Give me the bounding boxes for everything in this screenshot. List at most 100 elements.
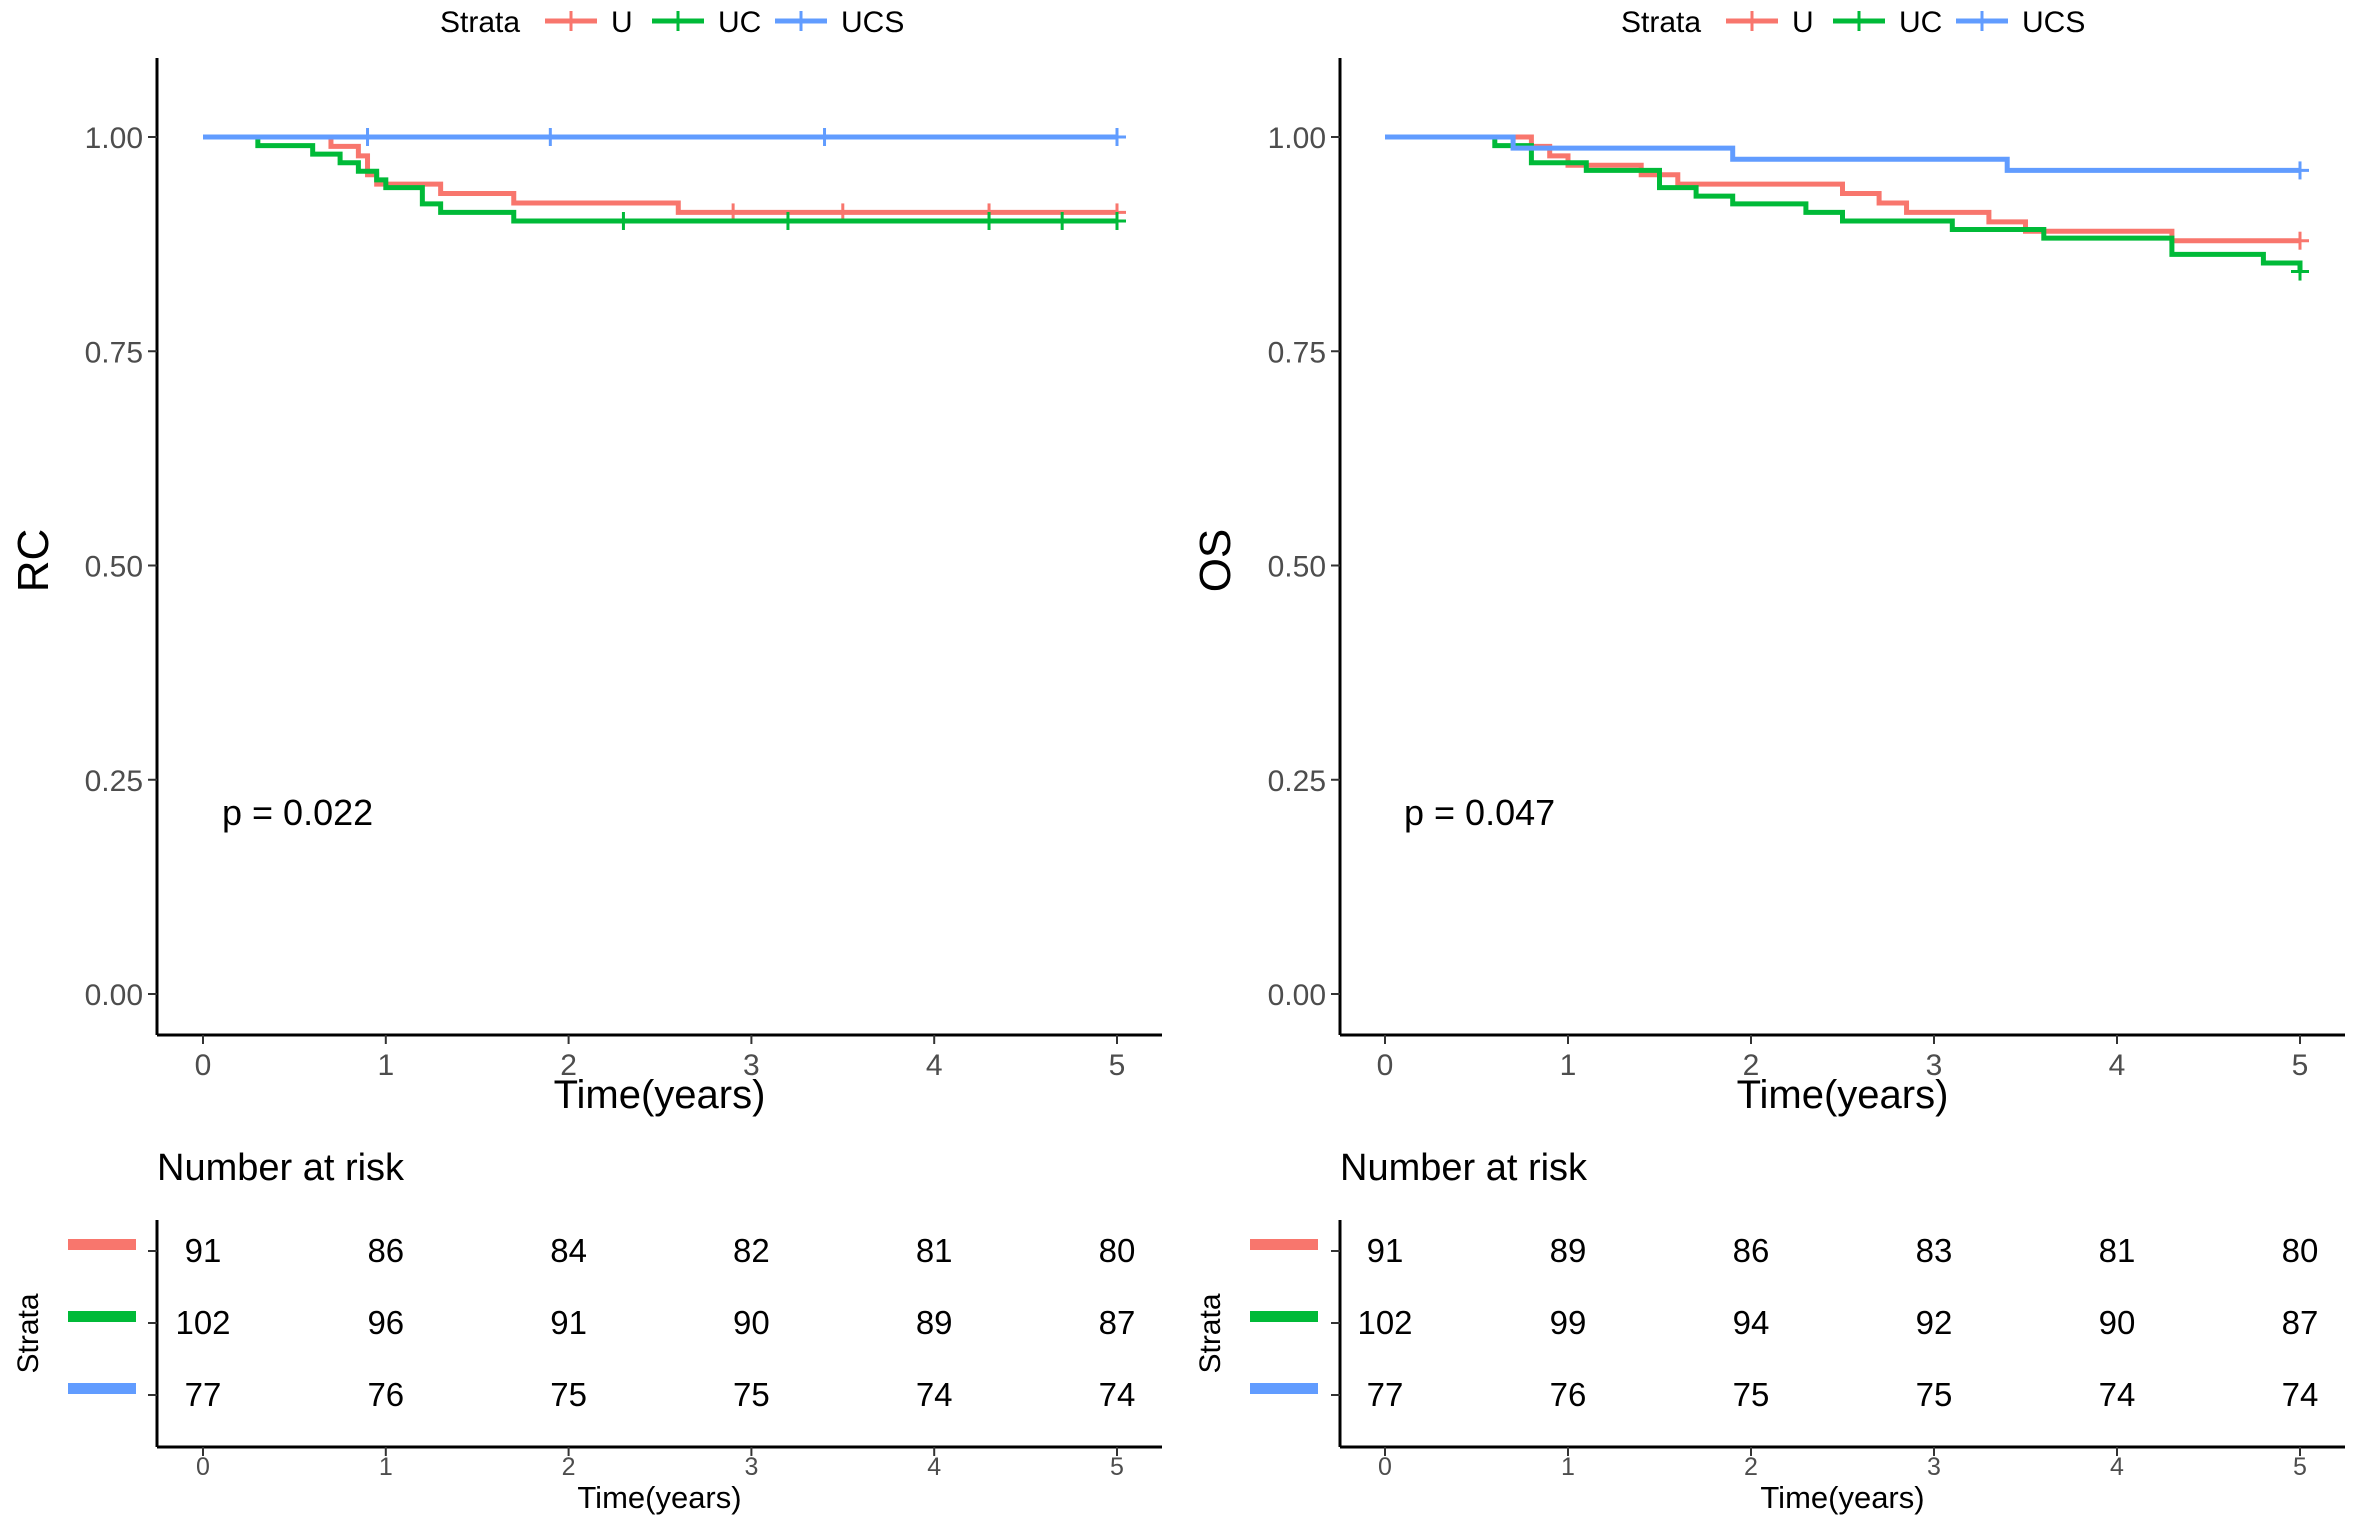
y-tick-label: 1.00 [1268, 122, 1326, 155]
km-curve-uc [1385, 134, 2303, 272]
risk-x-axis-title: Time(years) [1760, 1480, 1924, 1515]
risk-strata-swatch-uc [1250, 1311, 1318, 1322]
km-curve-ucs [1385, 134, 2300, 173]
risk-count: 99 [1550, 1304, 1587, 1341]
risk-count: 81 [2099, 1232, 2136, 1269]
x-axis-title: Time(years) [1737, 1073, 1949, 1117]
legend-label-u: U [611, 6, 633, 39]
risk-count: 91 [185, 1232, 222, 1269]
x-tick-label: 0 [1377, 1049, 1394, 1082]
legend-label-uc: UC [1899, 6, 1942, 39]
risk-table-title: Number at risk [157, 1147, 405, 1189]
risk-x-tick-label: 4 [927, 1453, 941, 1481]
y-tick-label: 0.25 [85, 765, 143, 798]
risk-count: 80 [2282, 1232, 2319, 1269]
risk-count: 74 [2099, 1376, 2136, 1413]
risk-count: 102 [1357, 1304, 1412, 1341]
risk-strata-swatch-u [1250, 1239, 1318, 1250]
x-axis-title: Time(years) [554, 1073, 766, 1117]
risk-table-title: Number at risk [1340, 1147, 1588, 1189]
legend-label-u: U [1792, 6, 1814, 39]
x-tick-label: 3 [743, 1049, 760, 1082]
risk-count: 96 [367, 1304, 404, 1341]
risk-count: 86 [1733, 1232, 1770, 1269]
y-tick-label: 0.50 [85, 551, 143, 584]
risk-x-tick-label: 2 [562, 1453, 576, 1481]
risk-count: 84 [550, 1232, 587, 1269]
y-tick-label: 0.00 [1268, 979, 1326, 1012]
x-tick-label: 5 [2292, 1049, 2309, 1082]
y-tick-label: 0.75 [85, 336, 143, 369]
risk-count: 76 [1550, 1376, 1587, 1413]
risk-strata-swatch-uc [68, 1311, 136, 1322]
km-curve-u [1385, 134, 2300, 244]
x-tick-label: 2 [560, 1049, 577, 1082]
km-panel-os: Strata U UC UCS 0.00 0.25 0.50 0.75 1.00 0 1 2 3 4 5 Ti… [1191, 6, 2345, 1515]
risk-count: 80 [1099, 1232, 1136, 1269]
risk-x-tick-label: 2 [1744, 1453, 1758, 1481]
risk-count: 82 [733, 1232, 770, 1269]
risk-x-tick-label: 0 [196, 1453, 210, 1481]
legend: Strata U UC UCS [440, 6, 904, 39]
y-tick-label: 0.25 [1268, 765, 1326, 798]
risk-count: 89 [916, 1304, 953, 1341]
risk-count: 86 [367, 1232, 404, 1269]
risk-count: 94 [1733, 1304, 1770, 1341]
x-tick-label: 0 [195, 1049, 212, 1082]
km-panel-rc: Strata U UC UCS 0.00 0.25 0.50 0.75 1.00 0 1 2 3 4 5 Ti… [9, 6, 1162, 1515]
risk-count: 91 [1367, 1232, 1404, 1269]
legend-title: Strata [1621, 6, 1701, 39]
p-value: p = 0.047 [1404, 792, 1555, 833]
risk-count: 77 [1367, 1376, 1404, 1413]
y-axis-title: OS [1191, 529, 1240, 593]
y-tick-label: 0.75 [1268, 336, 1326, 369]
legend-label-uc: UC [718, 6, 761, 39]
x-tick-label: 3 [1926, 1049, 1943, 1082]
km-curve-uc [203, 134, 1117, 224]
risk-x-tick-label: 3 [1927, 1453, 1941, 1481]
km-curve-u [203, 134, 1117, 215]
x-tick-label: 1 [377, 1049, 394, 1082]
risk-count: 76 [367, 1376, 404, 1413]
risk-strata-swatch-ucs [68, 1383, 136, 1394]
risk-x-tick-label: 1 [379, 1453, 393, 1481]
risk-count: 74 [916, 1376, 953, 1413]
risk-count: 91 [550, 1304, 587, 1341]
risk-y-axis-title: Strata [12, 1293, 45, 1373]
p-value: p = 0.022 [222, 792, 373, 833]
risk-count: 92 [1916, 1304, 1953, 1341]
y-axis-title: RC [9, 529, 58, 593]
y-tick-label: 1.00 [85, 122, 143, 155]
risk-count: 81 [916, 1232, 953, 1269]
risk-count: 83 [1916, 1232, 1953, 1269]
risk-count: 75 [1916, 1376, 1953, 1413]
risk-x-tick-label: 5 [1110, 1453, 1124, 1481]
risk-y-axis-title: Strata [1194, 1293, 1227, 1373]
risk-count: 77 [185, 1376, 222, 1413]
risk-x-tick-label: 1 [1561, 1453, 1575, 1481]
risk-count: 90 [2099, 1304, 2136, 1341]
risk-count: 74 [1099, 1376, 1136, 1413]
y-tick-label: 0.00 [85, 979, 143, 1012]
legend-label-ucs: UCS [841, 6, 904, 39]
risk-x-tick-label: 3 [744, 1453, 758, 1481]
risk-strata-swatch-u [68, 1239, 136, 1250]
risk-count: 89 [1550, 1232, 1587, 1269]
risk-count: 102 [175, 1304, 230, 1341]
risk-count: 74 [2282, 1376, 2319, 1413]
risk-count: 75 [1733, 1376, 1770, 1413]
x-tick-label: 4 [926, 1049, 943, 1082]
risk-x-tick-label: 0 [1378, 1453, 1392, 1481]
risk-x-tick-label: 4 [2110, 1453, 2124, 1481]
risk-count: 87 [2282, 1304, 2319, 1341]
risk-count: 87 [1099, 1304, 1136, 1341]
x-tick-label: 1 [1560, 1049, 1577, 1082]
risk-strata-swatch-ucs [1250, 1383, 1318, 1394]
x-tick-label: 4 [2109, 1049, 2126, 1082]
risk-x-axis-title: Time(years) [577, 1480, 741, 1515]
risk-count: 75 [733, 1376, 770, 1413]
legend: Strata U UC UCS [1621, 6, 2085, 39]
y-tick-label: 0.50 [1268, 551, 1326, 584]
legend-label-ucs: UCS [2022, 6, 2085, 39]
